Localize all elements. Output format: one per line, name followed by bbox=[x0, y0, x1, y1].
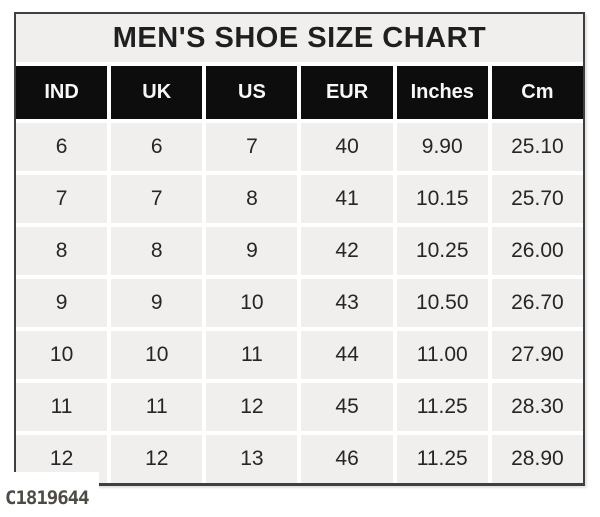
table-cell: 10 bbox=[16, 331, 108, 379]
table-cell: 10.25 bbox=[396, 227, 488, 275]
table-cell: 13 bbox=[206, 435, 298, 483]
header-cell-uk: UK bbox=[111, 66, 203, 119]
table-cell: 6 bbox=[111, 123, 203, 171]
header-cell-cm: Cm bbox=[491, 66, 583, 119]
table-row: 12 12 13 46 11.25 28.90 bbox=[16, 435, 583, 483]
table-cell: 11 bbox=[111, 383, 203, 431]
table-cell: 11 bbox=[206, 331, 298, 379]
table-row: 9 9 10 43 10.50 26.70 bbox=[16, 279, 583, 327]
table-cell: 8 bbox=[16, 227, 108, 275]
table-cell: 8 bbox=[206, 175, 298, 223]
header-cell-eur: EUR bbox=[301, 66, 393, 119]
table-cell: 11.00 bbox=[396, 331, 488, 379]
table-cell: 26.00 bbox=[491, 227, 583, 275]
size-chart-table: MEN'S SHOE SIZE CHART IND UK US EUR Inches Cm… bbox=[14, 12, 585, 486]
header-cell-ind: IND bbox=[16, 66, 108, 119]
table-cell: 9 bbox=[111, 279, 203, 327]
table-cell: 10.50 bbox=[396, 279, 488, 327]
table-cell: 6 bbox=[16, 123, 108, 171]
table-cell: 12 bbox=[111, 435, 203, 483]
table-cell: 11.25 bbox=[396, 383, 488, 431]
table-body: 6 6 7 40 9.90 25.10 7 7 8 41 10.15 25.70 8 8 9 42 10.25 2… bbox=[16, 123, 583, 483]
table-cell: 44 bbox=[301, 331, 393, 379]
table-cell: 41 bbox=[301, 175, 393, 223]
table-cell: 25.10 bbox=[491, 123, 583, 171]
table-cell: 46 bbox=[301, 435, 393, 483]
table-row: 11 11 12 45 11.25 28.30 bbox=[16, 383, 583, 431]
table-cell: 40 bbox=[301, 123, 393, 171]
table-row: 6 6 7 40 9.90 25.10 bbox=[16, 123, 583, 171]
table-cell: 45 bbox=[301, 383, 393, 431]
table-cell: 11.25 bbox=[396, 435, 488, 483]
table-cell: 12 bbox=[206, 383, 298, 431]
table-header-row: IND UK US EUR Inches Cm bbox=[16, 66, 583, 119]
table-cell: 27.90 bbox=[491, 331, 583, 379]
table-cell: 9 bbox=[16, 279, 108, 327]
table-cell: 26.70 bbox=[491, 279, 583, 327]
table-cell: 9.90 bbox=[396, 123, 488, 171]
table-row: 8 8 9 42 10.25 26.00 bbox=[16, 227, 583, 275]
table-cell: 8 bbox=[111, 227, 203, 275]
watermark-patch: C1819644 bbox=[0, 472, 99, 517]
table-cell: 7 bbox=[111, 175, 203, 223]
table-cell: 10 bbox=[206, 279, 298, 327]
header-cell-us: US bbox=[206, 66, 298, 119]
watermark-text: C1819644 bbox=[5, 487, 90, 509]
table-cell: 7 bbox=[16, 175, 108, 223]
table-cell: 43 bbox=[301, 279, 393, 327]
table-cell: 25.70 bbox=[491, 175, 583, 223]
table-cell: 28.30 bbox=[491, 383, 583, 431]
table-cell: 10.15 bbox=[396, 175, 488, 223]
table-row: 7 7 8 41 10.15 25.70 bbox=[16, 175, 583, 223]
table-cell: 7 bbox=[206, 123, 298, 171]
table-cell: 28.90 bbox=[491, 435, 583, 483]
header-cell-inches: Inches bbox=[396, 66, 488, 119]
table-row: 10 10 11 44 11.00 27.90 bbox=[16, 331, 583, 379]
chart-title: MEN'S SHOE SIZE CHART bbox=[16, 14, 583, 62]
table-cell: 9 bbox=[206, 227, 298, 275]
table-cell: 10 bbox=[111, 331, 203, 379]
table-cell: 42 bbox=[301, 227, 393, 275]
table-cell: 11 bbox=[16, 383, 108, 431]
